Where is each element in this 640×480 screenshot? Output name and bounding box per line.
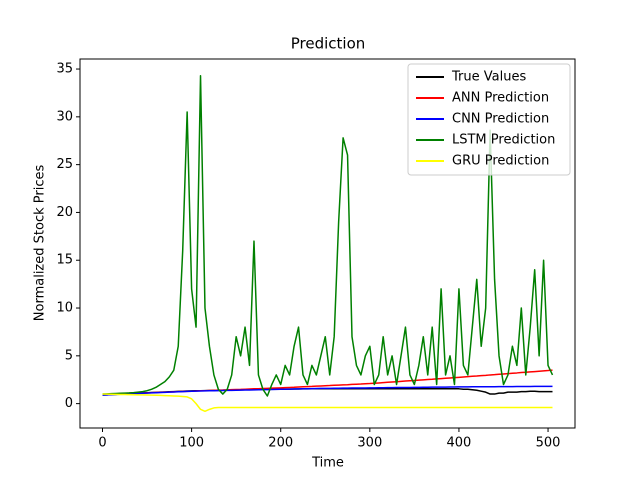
series-line	[102, 369, 553, 396]
series-line	[102, 393, 553, 413]
x-tick-label: 400	[447, 436, 472, 451]
y-tick-label: 10	[56, 301, 73, 316]
x-tick-label: 500	[536, 436, 561, 451]
x-tick-label: 200	[268, 436, 293, 451]
y-tick-label: 35	[56, 62, 73, 77]
series-line	[102, 385, 553, 396]
legend-label: CNN Prediction	[452, 112, 549, 127]
legend-label: True Values	[451, 70, 526, 85]
y-tick-label: 5	[65, 348, 73, 363]
plot-frame	[79, 58, 576, 429]
y-tick-label: 30	[56, 109, 73, 124]
x-tick-label: 0	[98, 436, 106, 451]
y-tick-label: 20	[56, 205, 73, 220]
series-line	[102, 74, 554, 397]
y-tick-label: 0	[65, 396, 73, 411]
legend-label: ANN Prediction	[452, 91, 549, 106]
y-tick-label: 25	[56, 157, 73, 172]
y-axis-label: Normalized Stock Prices	[33, 165, 48, 322]
x-tick-label: 100	[179, 436, 204, 451]
y-tick-label: 15	[56, 253, 73, 268]
legend-label: LSTM Prediction	[452, 133, 555, 148]
x-axis-label: Time	[311, 456, 344, 471]
legend-box	[407, 63, 571, 176]
x-tick-label: 300	[357, 436, 382, 451]
chart-title: Prediction	[291, 35, 366, 53]
legend-label: GRU Prediction	[452, 154, 549, 169]
